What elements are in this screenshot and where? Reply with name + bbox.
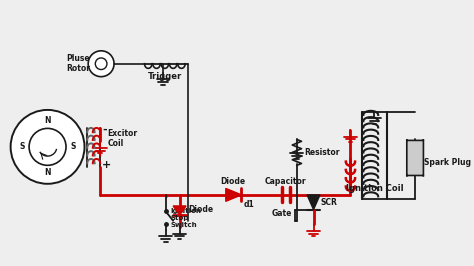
Text: N: N [44,117,51,126]
Text: Pluse
Rotor: Pluse Rotor [66,54,90,73]
Text: Diode: Diode [220,177,246,186]
Text: d1: d1 [243,200,254,209]
Polygon shape [226,188,241,201]
Text: Diode: Diode [188,205,213,214]
Circle shape [29,128,66,165]
Text: SCR: SCR [321,198,338,207]
Text: Spark Plug: Spark Plug [424,158,471,167]
Text: Excitor
Coil: Excitor Coil [108,129,138,148]
Text: -: - [102,125,107,135]
Circle shape [88,51,114,77]
Polygon shape [173,206,186,215]
Text: S: S [19,142,24,151]
Text: Resistor: Resistor [304,148,340,157]
Circle shape [95,58,107,69]
Text: N: N [44,168,51,177]
Text: Ignition Coil: Ignition Coil [346,184,403,193]
Text: Gate: Gate [272,209,292,218]
Text: +: + [102,160,111,170]
FancyBboxPatch shape [407,139,423,176]
Circle shape [10,110,84,184]
Text: S: S [71,142,76,151]
Polygon shape [307,195,320,210]
Text: Capacitor: Capacitor [265,177,307,186]
Text: Ignition
Stop
Switch: Ignition Stop Switch [170,208,201,228]
Text: Trigger: Trigger [148,72,182,81]
